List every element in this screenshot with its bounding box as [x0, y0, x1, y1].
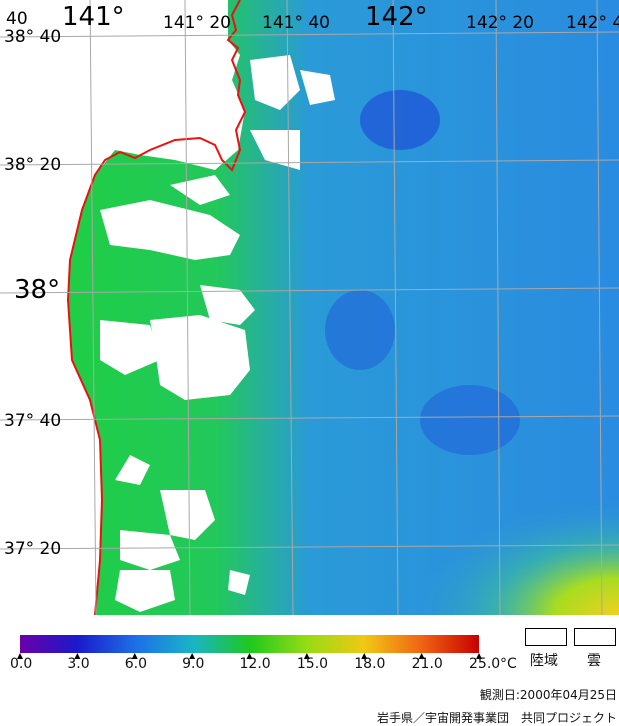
tick-label: 21.0 [411, 656, 443, 672]
tick-mark [476, 653, 482, 659]
cloud-patch [150, 315, 250, 400]
lat-label-38-20: 38° 20 [4, 155, 61, 175]
lat-label-37-20: 37° 20 [4, 539, 61, 559]
graticule [0, 0, 619, 615]
lat-label-38-40: 38° 40 [4, 27, 61, 47]
sea-surface-temperature-map: 141° 141° 20 141° 40 142° 142° 20 142° 4… [0, 0, 619, 615]
cloud-patch [250, 130, 300, 170]
tick-mark [74, 653, 81, 659]
cloud-swatch [574, 628, 616, 646]
cloud-patch [170, 175, 230, 205]
tick-mark [361, 653, 368, 659]
land-area [0, 0, 245, 615]
lon-label-142-40: 142° 40 [566, 13, 619, 33]
tick-label: 9.0 [182, 656, 205, 672]
cloud-patch [120, 530, 180, 570]
color-bar [20, 635, 479, 653]
tick-label: 0.0 [10, 656, 33, 672]
temperature-legend [17, 635, 482, 659]
corner-label: 40 [6, 9, 28, 29]
lon-label-142-20: 142° 20 [466, 13, 534, 33]
tick-mark [418, 653, 425, 659]
tick-label: 25.0 [469, 656, 501, 672]
cold-patch [325, 290, 395, 370]
color-bar-ticks [17, 653, 482, 659]
observation-date: 観測日:2000年04月25日 [479, 688, 617, 702]
cloud-patch [115, 455, 150, 485]
tick-label: 12.0 [239, 656, 271, 672]
tick-mark [189, 653, 196, 659]
tick-label: 15.0 [296, 656, 329, 672]
cloud-patch [300, 70, 335, 105]
tick-mark [17, 653, 23, 659]
credit-line: 岩手県／宇宙開発事業団 共同プロジェクト [376, 711, 617, 725]
lon-label-141-40: 141° 40 [262, 13, 330, 33]
tick-label: 3.0 [67, 656, 90, 672]
cloud-patch [100, 200, 240, 260]
tick-mark [246, 653, 253, 659]
tick-mark [131, 653, 138, 659]
cloud-patch [160, 490, 215, 540]
land-label: 陸域 [530, 653, 558, 669]
tick-label: 6.0 [124, 656, 148, 672]
cold-patch [360, 90, 440, 150]
cloud-patch [115, 570, 175, 612]
cold-patch [420, 385, 520, 455]
cloud-label: 雲 [587, 653, 601, 669]
coastline [66, 0, 247, 615]
lon-label-141-20: 141° 20 [163, 13, 231, 33]
lon-label-142: 142° [365, 2, 428, 32]
lat-label-37-40: 37° 40 [4, 411, 61, 431]
tick-mark [303, 653, 310, 659]
lon-label-141: 141° [62, 2, 125, 32]
cloud-patch [100, 320, 160, 375]
unit-label: °C [500, 656, 517, 672]
cloud-patch [228, 570, 250, 595]
land-swatch [525, 628, 567, 646]
lat-label-38: 38° [14, 275, 60, 305]
tick-label: 18.0 [354, 656, 386, 672]
cloud-patch [200, 285, 255, 325]
